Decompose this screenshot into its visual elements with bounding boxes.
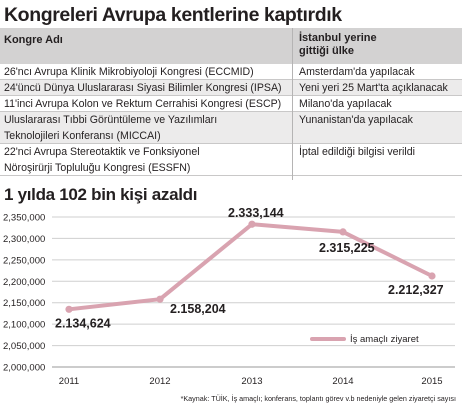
table-row: 11'inci Avrupa Kolon ve Rektum Cerrahisi… [0, 96, 462, 112]
congress-name: 26'ncı Avrupa Klinik Mikrobiyoloji Kongr… [4, 66, 289, 79]
congress-name: 11'inci Avrupa Kolon ve Rektum Cerrahisi… [4, 98, 289, 111]
congress-name-line: Nöroşirürji Topluluğu Kongresi (ESSFN) [4, 162, 191, 174]
congress-name-line: Teknolojileri Konferansı (MICCAI) [4, 130, 161, 142]
congress-name: Uluslararası Tıbbi Görüntüleme ve Yazılı… [4, 114, 289, 143]
y-tick-label: 2,100,000 [3, 320, 45, 331]
congress-name-line: Uluslararası Tıbbi Görüntüleme ve Yazılı… [4, 114, 218, 126]
destination: Amsterdam'da yapılacak [299, 66, 415, 78]
congress-name-line: 24'üncü Dünya Uluslararası Siyasi Biliml… [4, 82, 282, 94]
destination: Milano'da yapılacak [299, 98, 392, 110]
table-row: Uluslararası Tıbbi Görüntüleme ve Yazılı… [0, 112, 462, 144]
table-body: 26'ncı Avrupa Klinik Mikrobiyoloji Kongr… [0, 64, 462, 176]
data-point [428, 272, 436, 280]
table-row: 26'ncı Avrupa Klinik Mikrobiyoloji Kongr… [0, 64, 462, 80]
y-tick-label: 2,350,000 [3, 213, 45, 224]
destination: Yunanistan'da yapılacak [299, 114, 413, 126]
series-line [67, 222, 434, 312]
y-tick-label: 2,000,000 [3, 363, 45, 374]
x-tick-label: 2015 [421, 376, 442, 387]
destination: İptal edildiği bilgisi verildi [299, 146, 415, 158]
header-destination-line1: İstanbul yerine [299, 32, 377, 44]
legend-label: İş amaçlı ziyaret [350, 334, 419, 345]
data-label: 2.315,225 [319, 241, 375, 255]
congress-name-line: 22'nci Avrupa Stereotaktik ve Fonksiyone… [4, 146, 200, 158]
header-congress-name: Kongre Adı [4, 34, 63, 46]
table-row: 24'üncü Dünya Uluslararası Siyasi Biliml… [0, 80, 462, 96]
congress-name: 24'üncü Dünya Uluslararası Siyasi Biliml… [4, 82, 289, 95]
data-point [65, 305, 73, 313]
congress-table: Kongre Adı İstanbul yerine gittiği ülke … [0, 28, 462, 176]
source-footnote: *Kaynak: TÜİK, İş amaçlı; konferans, top… [180, 394, 456, 403]
data-point [339, 228, 347, 236]
congress-name-line: 11'inci Avrupa Kolon ve Rektum Cerrahisi… [4, 98, 282, 110]
page-title: Kongreleri Avrupa kentlerine kaptırdık [4, 4, 342, 26]
header-destination: İstanbul yerine gittiği ülke [299, 32, 449, 58]
x-tick-label: 2012 [149, 376, 170, 387]
table-header: Kongre Adı İstanbul yerine gittiği ülke [0, 28, 462, 64]
data-label: 2.212,327 [388, 283, 444, 297]
y-tick-label: 2,300,000 [3, 234, 45, 245]
y-tick-label: 2,200,000 [3, 277, 45, 288]
chart-title: 1 yılda 102 bin kişi azaldı [4, 185, 198, 204]
congress-name: 22'nci Avrupa Stereotaktik ve Fonksiyone… [4, 146, 289, 175]
y-tick-label: 2,250,000 [3, 255, 45, 266]
y-tick-label: 2,050,000 [3, 341, 45, 352]
data-label: 2.158,204 [170, 302, 226, 316]
header-destination-line2: gittiği ülke [299, 45, 354, 57]
congress-name-line: 26'ncı Avrupa Klinik Mikrobiyoloji Kongr… [4, 66, 254, 78]
x-tick-label: 2014 [332, 376, 353, 387]
destination: Yeni yeri 25 Mart'ta açıklanacak [299, 82, 448, 94]
data-label: 2.333,144 [228, 206, 284, 220]
table-row: 22'nci Avrupa Stereotaktik ve Fonksiyone… [0, 144, 462, 176]
data-label: 2.134,624 [55, 316, 111, 330]
x-tick-label: 2011 [59, 376, 79, 387]
y-tick-label: 2,150,000 [3, 298, 45, 309]
data-point [248, 220, 256, 228]
column-divider [292, 28, 293, 180]
x-tick-label: 2013 [241, 376, 262, 387]
data-point [156, 295, 164, 303]
